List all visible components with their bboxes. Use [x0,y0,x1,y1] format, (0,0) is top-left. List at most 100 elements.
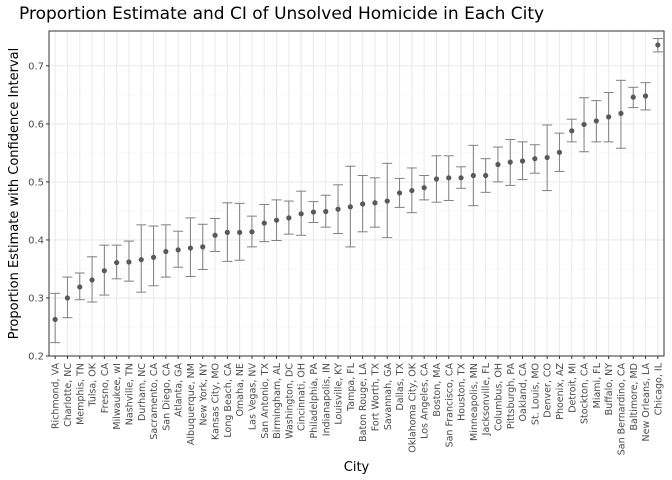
x-tick-label: Cincinnati, OH [297,363,308,431]
data-point [507,159,513,165]
x-tick-label: Dallas, TX [395,363,406,411]
data-point [606,114,612,120]
chart-title: Proportion Estimate and CI of Unsolved H… [19,4,545,24]
data-point [372,200,378,206]
x-tick-label: Oklahoma City, OK [407,362,418,453]
x-tick-label: Kansas City, MO [211,363,222,440]
grid [49,31,664,357]
x-tick-label: San Antonio, TX [260,363,271,439]
x-tick-label: Richmond, VA [51,363,62,430]
data-point [163,248,169,255]
data-point [77,284,83,290]
x-tick-label: Sacramento, CA [149,363,160,440]
data-point [89,277,95,283]
error-bars [50,38,663,344]
data-point [114,259,120,266]
data-point [544,154,550,161]
data-point [224,229,230,235]
data-point [581,121,587,128]
data-point [335,206,341,212]
x-tick-label: Charlotte, NC [63,363,74,427]
y-tick-label: 0.5 [28,177,44,188]
x-tick-label: Columbus, OH [493,363,504,431]
x-tick-label: Louisville, KY [334,363,345,425]
data-point [347,204,353,210]
y-tick-label: 0.3 [28,293,44,304]
y-tick-label: 0.2 [28,352,44,363]
x-tick-label: Tampa, FL [346,362,357,412]
data-point [618,110,624,117]
data-point [323,208,329,215]
data-point [175,247,181,253]
x-tick-label: Boston, MA [432,363,443,417]
data-point [273,217,280,223]
x-tick-label: Nashville, TN [124,363,135,425]
data-point [187,245,194,251]
x-tick-label: Washington, DC [284,363,295,439]
x-tick-label: Fort Worth, TX [370,363,381,432]
x-tick-label: Savannah, GA [383,363,394,431]
data-point [642,93,649,99]
data-point [519,158,526,164]
data-point [249,229,255,235]
x-tick-label: Detroit, MI [567,363,578,413]
data-point [101,268,107,274]
x-tick-label: Philadelphia, PA [309,363,320,439]
data-point [212,232,218,238]
x-tick-label: New Orleans, LA [641,363,652,442]
x-tick-label: Buffalo, NY [604,363,615,416]
x-tick-label: San Diego, CA [161,363,172,431]
data-point [655,42,661,48]
data-point [458,175,464,181]
y-tick-label: 0.6 [28,119,44,130]
data-point [483,172,489,179]
data-point [52,316,58,323]
y-axis-title: Proportion Estimate with Confidence Inte… [7,48,22,339]
x-tick-label: Birmingham, AL [272,362,283,438]
data-point [470,172,476,179]
x-tick-label: Houston, TX [457,363,468,421]
data-point [433,176,440,182]
x-tick-label: Miami, FL [592,362,603,408]
data-point [630,94,636,100]
x-tick-label: Tulsa, OK [88,362,99,407]
x-tick-label: Denver, CO [543,363,554,418]
x-tick-label: New York, NY [198,363,209,426]
x-tick-label: Jacksonville, FL [481,362,492,436]
data-point [396,190,403,196]
x-tick-label: Durham, NC [137,363,148,421]
x-tick-label: Memphis, TN [75,363,86,425]
data-point [200,244,206,250]
x-tick-label: Phoenix, AZ [555,363,566,420]
x-tick-label: Long Beach, CA [223,362,234,437]
x-tick-label: Las Vegas, NV [247,363,258,431]
x-tick-label: Stockton, CA [580,363,591,425]
x-tick-label: Pittsburgh, PA [506,363,517,430]
x-tick-label: Fresno, CA [100,363,111,414]
x-tick-label: Albuquerque, NM [186,363,197,445]
x-axis: Richmond, VA Charlotte, NC Memphis, TN Tuls… [51,356,664,455]
x-tick-label: Minneapolis, MN [469,363,480,441]
data-point [126,259,132,265]
x-tick-label: Indianapolis, IN [321,363,332,436]
data-point [286,215,292,221]
data-point [593,118,599,124]
data-point [138,257,144,263]
data-point [495,161,501,168]
y-tick-label: 0.4 [28,235,44,246]
x-tick-label: St. Louis, MO [530,363,541,425]
x-tick-label: Los Angeles, CA [420,363,431,439]
x-tick-label: Oakland, CA [518,362,529,421]
data-point [237,229,243,235]
x-tick-label: Chicago, IL [653,362,664,415]
data-point [421,185,427,191]
x-tick-label: Atlanta, GA [174,363,185,417]
x-tick-label: San Francisco, CA [444,363,455,448]
x-tick-label: Baton Rouge, LA [358,363,369,442]
panel-border [48,30,665,357]
x-tick-label: Milwaukee, wI [112,363,123,430]
data-point [298,211,304,217]
data-point [384,198,390,204]
data-point [310,209,317,215]
